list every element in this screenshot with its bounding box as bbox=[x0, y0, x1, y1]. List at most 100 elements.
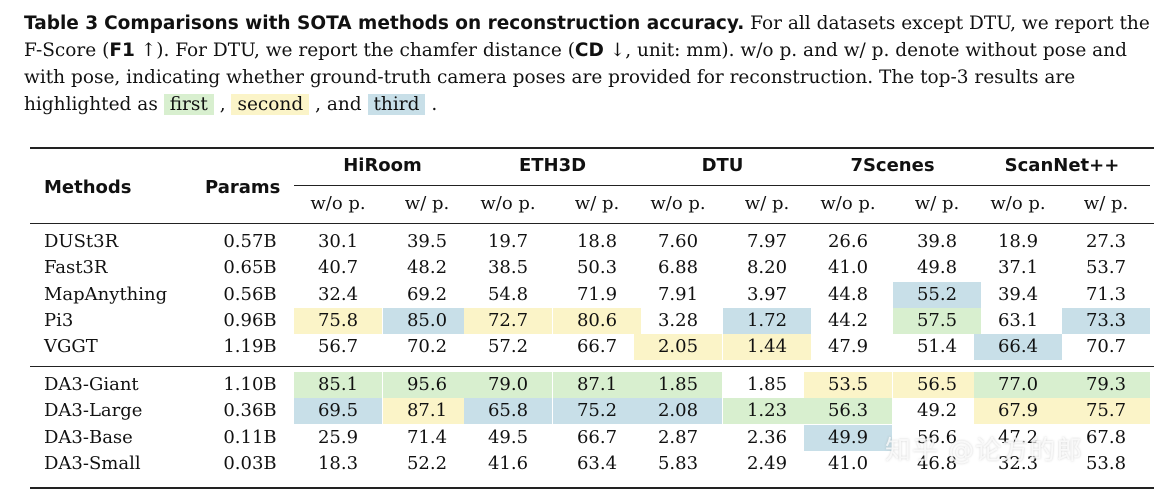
method-name: Fast3R bbox=[44, 257, 108, 278]
table-cell: 47.9 bbox=[827, 336, 869, 357]
table-cell: 18.8 bbox=[576, 231, 618, 252]
dataset-header-7scenes: 7Scenes bbox=[850, 155, 935, 176]
table-cell: 46.8 bbox=[916, 453, 958, 474]
table-cell: 70.2 bbox=[406, 336, 448, 357]
table-cell: 41.0 bbox=[827, 257, 869, 278]
table-cell: 3.28 bbox=[657, 310, 699, 331]
group-rule bbox=[30, 366, 1154, 367]
table-cell: 87.1 bbox=[553, 372, 641, 398]
table-cell: 7.91 bbox=[657, 284, 699, 305]
table-cell: 18.9 bbox=[997, 231, 1039, 252]
table-cell: 66.7 bbox=[576, 427, 618, 448]
table-cell: 51.4 bbox=[916, 336, 958, 357]
subheader-with-pose: w/ p. bbox=[744, 193, 790, 214]
table-cell: 53.7 bbox=[1085, 257, 1127, 278]
table-cell: 55.2 bbox=[893, 282, 981, 308]
subheader-without-pose: w/o p. bbox=[480, 193, 536, 214]
table-cell: 67.9 bbox=[974, 398, 1062, 424]
dataset-rule bbox=[804, 185, 981, 186]
method-name: DA3-Small bbox=[44, 453, 141, 474]
table-cell: 75.7 bbox=[1062, 398, 1150, 424]
dataset-rule bbox=[974, 185, 1150, 186]
table-cell: 75.8 bbox=[294, 308, 382, 334]
table-cell: 1.85 bbox=[746, 374, 788, 395]
table-cell: 39.8 bbox=[916, 231, 958, 252]
header-rule bbox=[30, 223, 1154, 224]
caption-label: Table 3 bbox=[24, 13, 99, 34]
legend-end: . bbox=[425, 94, 438, 115]
table-cell: 19.7 bbox=[487, 231, 529, 252]
subheader-without-pose: w/o p. bbox=[310, 193, 366, 214]
legend-sep-1: , bbox=[213, 94, 232, 115]
table-cell: 80.6 bbox=[553, 308, 641, 334]
table-cell: 1.72 bbox=[723, 308, 811, 334]
table-cell: 32.3 bbox=[997, 453, 1039, 474]
f1-arrow-icon: ↑ bbox=[134, 40, 157, 61]
method-name: DA3-Giant bbox=[44, 374, 139, 395]
table-cell: 7.60 bbox=[657, 231, 699, 252]
table-cell: 53.8 bbox=[1085, 453, 1127, 474]
table-cell: 47.2 bbox=[997, 427, 1039, 448]
table-cell: 57.5 bbox=[893, 308, 981, 334]
table-cell: 85.1 bbox=[294, 372, 382, 398]
table-cell: 50.3 bbox=[576, 257, 618, 278]
method-name: VGGT bbox=[44, 336, 98, 357]
table-cell: 7.97 bbox=[746, 231, 788, 252]
table-cell: 56.3 bbox=[804, 398, 892, 424]
subheader-with-pose: w/ p. bbox=[1083, 193, 1129, 214]
table-cell: 2.36 bbox=[746, 427, 788, 448]
table-cell: 2.05 bbox=[634, 334, 722, 360]
table-cell: 65.8 bbox=[464, 398, 552, 424]
table-cell: 69.2 bbox=[406, 284, 448, 305]
legend-first: first bbox=[163, 94, 214, 115]
table-cell: 70.7 bbox=[1085, 336, 1127, 357]
subheader-with-pose: w/ p. bbox=[404, 193, 450, 214]
caption-text-1: For all datasets except DTU, we report t… bbox=[24, 13, 1150, 61]
param-count: 0.11B bbox=[223, 427, 277, 448]
table-cell: 79.0 bbox=[464, 372, 552, 398]
table-cell: 57.2 bbox=[487, 336, 529, 357]
table-cell: 41.0 bbox=[827, 453, 869, 474]
method-name: DA3-Large bbox=[44, 400, 143, 421]
table-cell: 1.23 bbox=[723, 398, 811, 424]
dataset-header-scannet: ScanNet++ bbox=[1004, 155, 1120, 176]
method-name: MapAnything bbox=[44, 284, 168, 305]
legend-sep-2: , and bbox=[309, 94, 368, 115]
table-cell: 77.0 bbox=[974, 372, 1062, 398]
param-count: 0.96B bbox=[223, 310, 277, 331]
dataset-header-dtu: DTU bbox=[701, 155, 744, 176]
table-cell: 49.8 bbox=[916, 257, 958, 278]
cd-metric: CD bbox=[574, 40, 604, 61]
table-cell: 85.0 bbox=[383, 308, 471, 334]
table-cell: 66.7 bbox=[576, 336, 618, 357]
method-name: DUSt3R bbox=[44, 231, 119, 252]
table-cell: 63.4 bbox=[576, 453, 618, 474]
subheader-without-pose: w/o p. bbox=[820, 193, 876, 214]
caption-text-2: ). For DTU, we report the chamfer distan… bbox=[156, 40, 575, 61]
param-count: 0.65B bbox=[223, 257, 277, 278]
dataset-header-eth3d: ETH3D bbox=[518, 155, 587, 176]
table-cell: 1.44 bbox=[723, 334, 811, 360]
table-cell: 26.6 bbox=[827, 231, 869, 252]
table-cell: 2.08 bbox=[634, 398, 722, 424]
legend-second: second bbox=[231, 94, 310, 115]
table-cell: 56.5 bbox=[893, 372, 981, 398]
table-cell: 95.6 bbox=[383, 372, 471, 398]
table-cell: 56.7 bbox=[317, 336, 359, 357]
table-cell: 87.1 bbox=[383, 398, 471, 424]
dataset-rule bbox=[294, 185, 471, 186]
table-cell: 75.2 bbox=[553, 398, 641, 424]
subheader-without-pose: w/o p. bbox=[990, 193, 1046, 214]
table-cell: 25.9 bbox=[317, 427, 359, 448]
method-name: DA3-Base bbox=[44, 427, 133, 448]
table-cell: 39.5 bbox=[406, 231, 448, 252]
table-cell: 5.83 bbox=[657, 453, 699, 474]
dataset-rule bbox=[634, 185, 811, 186]
param-count: 0.57B bbox=[223, 231, 277, 252]
table-caption: Table 3 Comparisons with SOTA methods on… bbox=[24, 10, 1154, 118]
table-cell: 3.97 bbox=[746, 284, 788, 305]
col-header-params: Params bbox=[205, 177, 281, 198]
table-cell: 39.4 bbox=[997, 284, 1039, 305]
table-cell: 53.5 bbox=[804, 372, 892, 398]
param-count: 1.19B bbox=[223, 336, 277, 357]
